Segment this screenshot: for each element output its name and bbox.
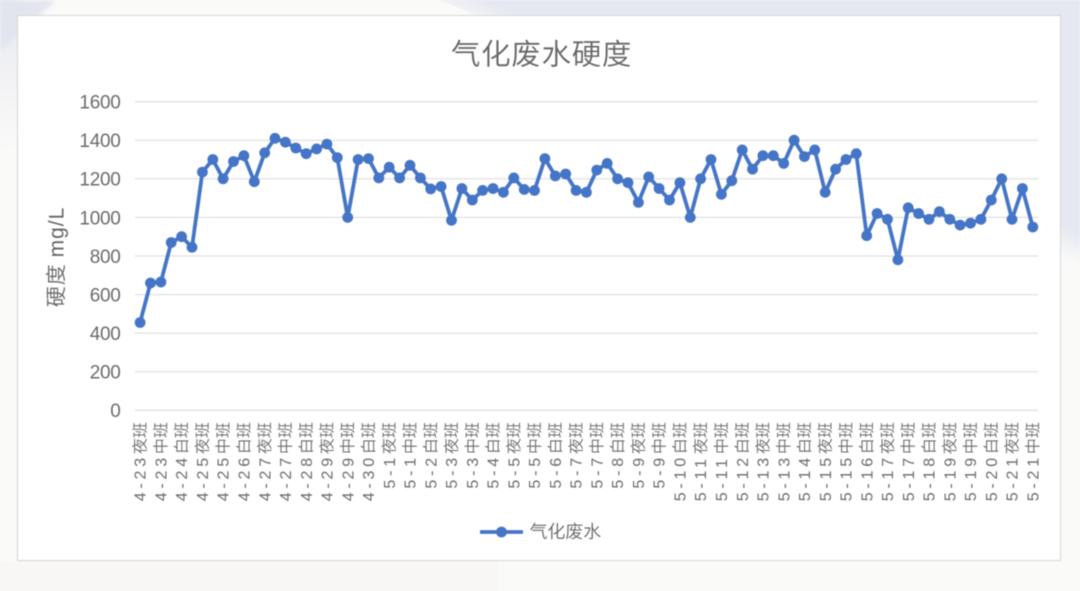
- svg-text:1200: 1200: [79, 170, 120, 191]
- svg-text:5-5: 5-5: [527, 454, 544, 489]
- svg-text:5-8: 5-8: [610, 454, 627, 489]
- svg-text:5-19: 5-19: [963, 454, 980, 501]
- svg-text:5-21: 5-21: [1005, 454, 1022, 501]
- svg-text:1600: 1600: [79, 93, 120, 114]
- svg-text:1400: 1400: [79, 131, 120, 152]
- svg-text:800: 800: [90, 247, 121, 268]
- svg-text:5-11: 5-11: [714, 455, 731, 501]
- svg-text:4-27: 4-27: [257, 454, 274, 501]
- svg-text:5-2: 5-2: [423, 454, 440, 489]
- svg-text:5-1: 5-1: [382, 454, 399, 489]
- svg-text:4-24: 4-24: [174, 454, 191, 501]
- svg-text:5-14: 5-14: [797, 454, 814, 501]
- svg-text:4-29: 4-29: [320, 454, 337, 501]
- svg-text:5-17: 5-17: [880, 454, 897, 501]
- svg-text:5-21: 5-21: [1025, 454, 1042, 501]
- svg-text:5-20: 5-20: [984, 454, 1001, 501]
- svg-text:5-16: 5-16: [859, 454, 876, 501]
- svg-text:5-4: 5-4: [486, 454, 503, 489]
- svg-text:4-23: 4-23: [133, 454, 150, 501]
- svg-text:5-1: 5-1: [403, 454, 420, 489]
- svg-text:600: 600: [90, 286, 121, 307]
- svg-text:400: 400: [90, 324, 121, 345]
- svg-text:5-7: 5-7: [569, 454, 586, 489]
- svg-text:5-13: 5-13: [776, 454, 793, 501]
- svg-text:4-25: 4-25: [195, 454, 212, 501]
- svg-text:4-23: 4-23: [154, 454, 171, 501]
- svg-text:5-9: 5-9: [652, 454, 669, 489]
- svg-text:5-11: 5-11: [693, 455, 710, 501]
- svg-text:5-19: 5-19: [942, 454, 959, 501]
- svg-text:5-5: 5-5: [506, 454, 523, 489]
- svg-text:4-28: 4-28: [299, 454, 316, 501]
- svg-text:5-3: 5-3: [444, 454, 461, 489]
- svg-text:5-3: 5-3: [465, 454, 482, 489]
- svg-text:5-10: 5-10: [673, 454, 690, 501]
- svg-text:5-13: 5-13: [756, 454, 773, 501]
- svg-text:4-26: 4-26: [237, 454, 254, 501]
- svg-text:4-30: 4-30: [361, 454, 378, 501]
- svg-text:5-9: 5-9: [631, 454, 648, 489]
- svg-text:mg/L: mg/L: [46, 207, 69, 258]
- svg-text:4-29: 4-29: [340, 454, 357, 501]
- svg-text:0: 0: [110, 401, 120, 422]
- svg-text:5-18: 5-18: [922, 454, 939, 501]
- svg-text:4-27: 4-27: [278, 454, 295, 501]
- svg-text:200: 200: [90, 363, 121, 384]
- svg-text:5-15: 5-15: [839, 454, 856, 501]
- svg-text:5-6: 5-6: [548, 454, 565, 489]
- svg-text:1000: 1000: [79, 208, 120, 229]
- svg-text:5-7: 5-7: [589, 454, 606, 489]
- svg-text:5-17: 5-17: [901, 454, 918, 501]
- svg-text:5-12: 5-12: [735, 454, 752, 501]
- svg-text:5-15: 5-15: [818, 454, 835, 501]
- svg-text:4-25: 4-25: [216, 454, 233, 501]
